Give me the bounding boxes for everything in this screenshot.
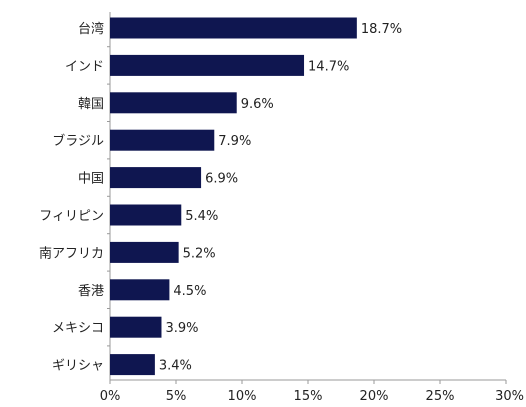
- bar-2: [110, 54, 305, 76]
- value-label: 9.6%: [241, 97, 274, 112]
- category-label: 香港: [78, 284, 104, 299]
- value-label: 4.5%: [173, 284, 206, 299]
- chart-bars: [110, 17, 357, 376]
- x-tick-label: 5%: [166, 389, 187, 404]
- value-label: 3.4%: [159, 359, 192, 374]
- category-label: フィリピン: [39, 209, 104, 224]
- category-label: ブラジル: [52, 133, 104, 149]
- category-label: 台湾: [78, 21, 104, 37]
- bar-3: [110, 92, 237, 114]
- x-tick-label: 25%: [426, 389, 455, 404]
- x-axis-ticks: 0% 5% 10% 15% 20% 25% 30%: [100, 380, 524, 404]
- bar-6: [110, 204, 182, 226]
- x-tick-label: 30%: [495, 389, 524, 404]
- value-labels: 18.7% 14.7% 9.6% 7.9% 6.9% 5.4% 5.2% 4.5% 3.9% 3.…: [159, 22, 402, 374]
- value-label: 5.4%: [185, 209, 218, 224]
- x-tick-label: 20%: [360, 389, 389, 404]
- category-label: 南アフリカ: [39, 245, 104, 261]
- bar-4: [110, 129, 215, 151]
- bar-7: [110, 241, 179, 263]
- category-label: ギリシャ: [52, 359, 104, 374]
- bar-9: [110, 316, 162, 338]
- x-tick-label: 15%: [294, 389, 323, 404]
- value-label: 14.7%: [308, 59, 349, 74]
- bar-5: [110, 167, 202, 189]
- value-label: 6.9%: [205, 172, 238, 187]
- bar-1: [110, 17, 357, 39]
- category-label: メキシコ: [52, 321, 104, 336]
- category-label: 韓国: [78, 97, 104, 112]
- bar-8: [110, 279, 170, 301]
- value-label: 5.2%: [183, 246, 216, 261]
- value-label: 18.7%: [361, 22, 402, 37]
- category-label: 中国: [78, 172, 104, 187]
- value-label: 7.9%: [218, 134, 251, 149]
- bar-10: [110, 354, 155, 376]
- value-label: 3.9%: [165, 321, 198, 336]
- x-tick-label: 10%: [228, 389, 257, 404]
- x-tick-label: 0%: [100, 389, 121, 404]
- category-label: インド: [65, 59, 104, 74]
